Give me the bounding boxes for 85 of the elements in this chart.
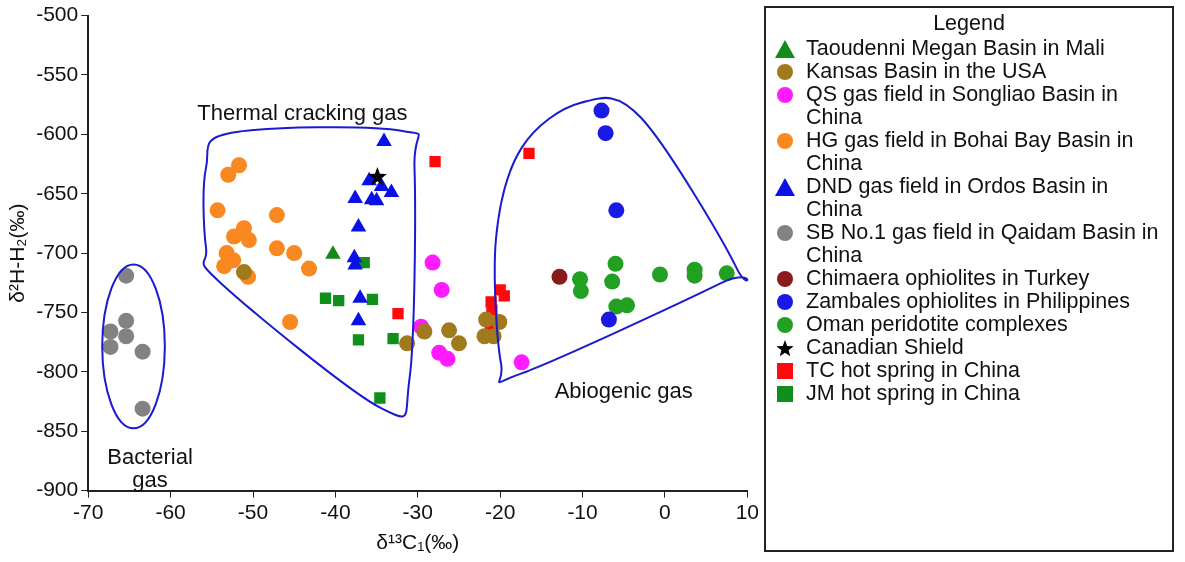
point <box>366 293 379 306</box>
x-tick-label: -60 <box>155 500 186 523</box>
point <box>134 400 151 417</box>
point <box>439 350 456 367</box>
point <box>118 328 135 345</box>
y-axis-title: δ²H-H₂(‰) <box>5 203 29 303</box>
x-tick-label: 0 <box>659 500 671 523</box>
point <box>235 264 252 281</box>
point <box>478 311 495 328</box>
point <box>392 308 404 320</box>
point <box>118 267 135 284</box>
x-axis-title: δ¹³C₁(‰) <box>376 530 460 554</box>
legend-label: Oman peridotite complexes <box>806 312 1068 336</box>
point <box>268 207 285 224</box>
point <box>102 338 119 355</box>
point <box>513 354 530 371</box>
y-tick-label: -850 <box>36 418 79 442</box>
point <box>286 245 303 262</box>
legend-label: SB No.1 gas field in Qaidam Basin in China <box>806 220 1160 267</box>
point <box>441 322 458 339</box>
point <box>429 156 441 168</box>
point <box>607 255 624 272</box>
legend-label: JM hot spring in China <box>806 381 1020 405</box>
point <box>523 147 535 160</box>
y-tick-label: -550 <box>36 61 79 85</box>
point <box>387 332 399 345</box>
point <box>333 294 345 307</box>
annotation: Thermal cracking gas <box>196 100 409 126</box>
legend-label: Chimaera ophiolites in Turkey <box>806 266 1090 290</box>
point <box>597 125 614 142</box>
point <box>600 311 617 328</box>
point <box>134 343 151 360</box>
legend-label: Taoudenni Megan Basin in Mali <box>806 36 1105 60</box>
annotation: Abiogenic gas <box>553 378 694 404</box>
x-tick-label: -50 <box>237 500 269 523</box>
legend-label: Canadian Shield <box>806 335 964 359</box>
y-tick-label: -750 <box>36 299 79 323</box>
point <box>240 232 257 249</box>
point <box>231 157 247 174</box>
point <box>319 292 332 304</box>
point <box>651 266 668 283</box>
point <box>551 268 568 285</box>
point <box>216 258 233 275</box>
legend-label: Kansas Basin in the USA <box>806 59 1047 83</box>
point <box>498 290 510 302</box>
point <box>301 260 318 277</box>
legend-title: Legend <box>932 11 1006 35</box>
y-tick-label: -700 <box>36 239 79 263</box>
point <box>572 283 589 300</box>
x-tick-label: 10 <box>735 500 759 523</box>
point <box>367 167 387 186</box>
point <box>718 265 735 282</box>
annotation: Bacterial gas <box>106 443 194 493</box>
point <box>102 323 119 340</box>
legend-label: HG gas field in Bohai Bay Basin in China <box>806 128 1135 175</box>
point <box>433 281 450 298</box>
point <box>220 166 237 183</box>
x-tick-label: -40 <box>320 500 351 523</box>
y-tick-label: -900 <box>36 477 79 501</box>
y-tick-label: -600 <box>36 121 79 145</box>
x-tick-label: -10 <box>567 500 598 523</box>
point <box>604 273 621 290</box>
point <box>619 297 636 314</box>
x-tick-label: -30 <box>402 500 433 523</box>
point <box>226 228 243 245</box>
y-tick-label: -800 <box>36 358 79 382</box>
legend-label: Zambales ophiolites in Philippines <box>806 289 1130 313</box>
point <box>608 202 625 219</box>
y-tick-label: -650 <box>36 180 79 204</box>
point <box>424 254 441 271</box>
point <box>352 334 365 346</box>
point <box>209 202 226 219</box>
x-tick-label: -70 <box>73 500 104 523</box>
legend-label: DND gas field in Ordos Basin in China <box>806 174 1110 221</box>
legend-label: QS gas field in Songliao Basin in China <box>806 82 1119 129</box>
point <box>374 392 386 404</box>
legend-label: TC hot spring in China <box>806 358 1020 382</box>
point <box>450 335 467 352</box>
point <box>593 102 610 119</box>
x-tick-label: -20 <box>484 500 516 523</box>
point <box>118 312 135 329</box>
point <box>416 323 433 340</box>
point <box>282 313 299 330</box>
y-tick-label: -500 <box>36 2 79 26</box>
point <box>268 240 285 257</box>
